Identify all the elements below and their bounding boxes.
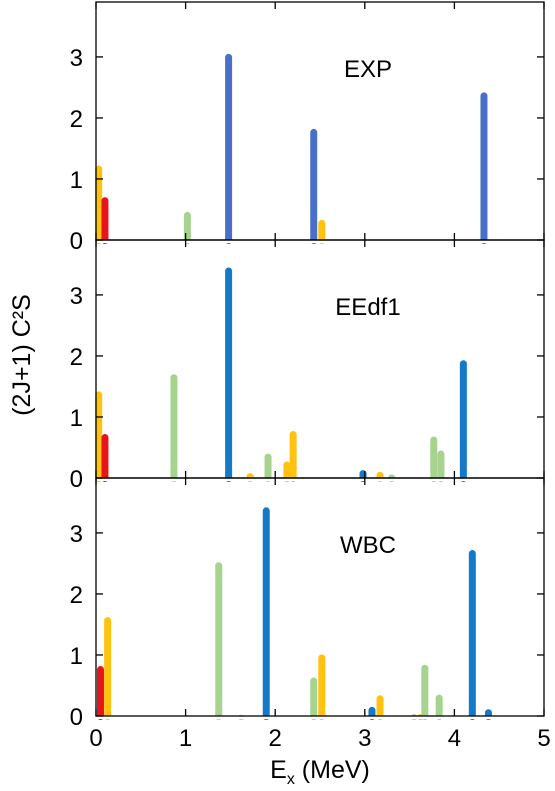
y-tick-label: 3: [70, 283, 83, 310]
y-tick-label: 1: [70, 643, 83, 670]
y-tick-label: 0: [70, 704, 83, 731]
x-tick-label: 0: [89, 725, 102, 752]
y-tick-label: 3: [70, 45, 83, 72]
bar: [318, 654, 326, 720]
panel-frame: [95, 239, 545, 479]
bar: [421, 664, 429, 720]
x-tick-label: 4: [448, 725, 461, 752]
bar: [318, 219, 326, 244]
y-tick-label: 2: [70, 582, 83, 609]
bar: [435, 694, 443, 720]
panel-frame: [95, 477, 545, 717]
bar: [468, 550, 476, 720]
x-tick-label: 5: [537, 725, 550, 752]
bar: [225, 53, 233, 244]
bar: [430, 436, 438, 482]
panel-frame: [95, 1, 545, 241]
bar: [101, 197, 109, 244]
bar: [104, 617, 112, 720]
y-tick-label: 0: [70, 228, 83, 255]
y-tick-label: 1: [70, 405, 83, 432]
panel-label: EEdf1: [335, 294, 400, 321]
bar: [310, 677, 318, 720]
y-tick-label: 0: [70, 466, 83, 493]
x-axis-label: Ex (MeV): [270, 756, 370, 788]
bar: [183, 211, 191, 244]
bar: [170, 374, 178, 482]
x-tick-label: 1: [179, 725, 192, 752]
bar: [376, 695, 384, 720]
x-axis-label-subscript: x: [287, 771, 295, 788]
bar: [264, 453, 272, 482]
bar: [459, 360, 467, 482]
panel-wbc: 0 1 2 3 WBC 0 1 2 3 4 5: [70, 477, 551, 752]
chart-panels: 0 1 2 3 EXP 0 1 2 3 EEdf1 0 1 2 3 WBC 0 1 2 3 4 5: [70, 1, 551, 752]
bar: [289, 431, 297, 482]
bar: [262, 507, 270, 720]
bar: [215, 562, 223, 720]
panel-label: EXP: [344, 56, 392, 83]
panel-exp: 0 1 2 3 EXP: [70, 1, 545, 255]
x-tick-label: 3: [358, 725, 371, 752]
bar: [480, 92, 488, 244]
bar: [283, 461, 291, 482]
y-tick-label: 3: [70, 521, 83, 548]
y-tick-label: 1: [70, 167, 83, 194]
bar: [101, 434, 109, 482]
x-axis-label-base: E: [270, 756, 287, 784]
bar: [437, 450, 445, 482]
y-axis-label: (2J+1) C²S: [8, 294, 36, 416]
x-tick-label: 2: [269, 725, 282, 752]
baseline-mask: [97, 478, 544, 481]
bar: [95, 165, 103, 244]
bar: [96, 665, 104, 720]
bar: [95, 391, 103, 482]
bar: [310, 128, 318, 244]
y-tick-label: 2: [70, 106, 83, 133]
panel-eedf1: 0 1 2 3 EEdf1: [70, 239, 545, 493]
y-tick-label: 2: [70, 344, 83, 371]
x-axis-label-units: (MeV): [295, 756, 370, 784]
bar: [225, 267, 233, 482]
baseline-mask: [97, 716, 544, 719]
panel-label: WBC: [340, 532, 396, 559]
baseline-mask: [97, 240, 544, 243]
